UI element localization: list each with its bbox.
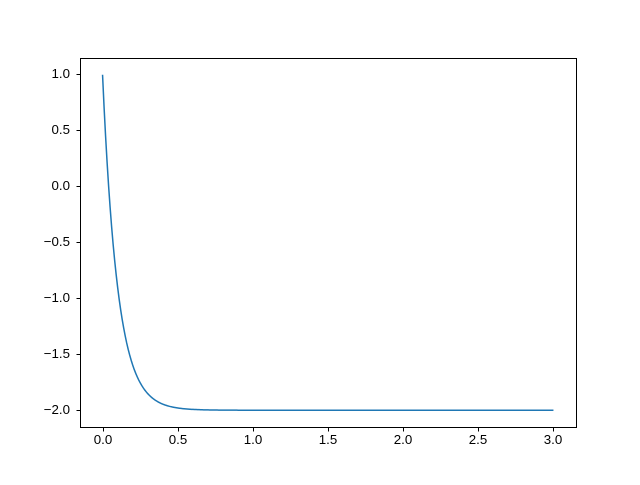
svg-text:0.5: 0.5 xyxy=(52,122,71,137)
svg-text:1.0: 1.0 xyxy=(52,66,71,81)
svg-text:0.0: 0.0 xyxy=(52,178,71,193)
svg-text:1.5: 1.5 xyxy=(319,432,338,447)
svg-text:2.0: 2.0 xyxy=(394,432,413,447)
svg-text:−1.0: −1.0 xyxy=(44,290,70,305)
svg-text:3.0: 3.0 xyxy=(544,432,563,447)
svg-text:−0.5: −0.5 xyxy=(44,234,70,249)
svg-text:−1.5: −1.5 xyxy=(44,346,70,361)
svg-text:−2.0: −2.0 xyxy=(44,402,70,417)
svg-text:1.0: 1.0 xyxy=(244,432,263,447)
svg-text:0.0: 0.0 xyxy=(94,432,113,447)
svg-text:0.5: 0.5 xyxy=(169,432,188,447)
svg-text:2.5: 2.5 xyxy=(469,432,488,447)
